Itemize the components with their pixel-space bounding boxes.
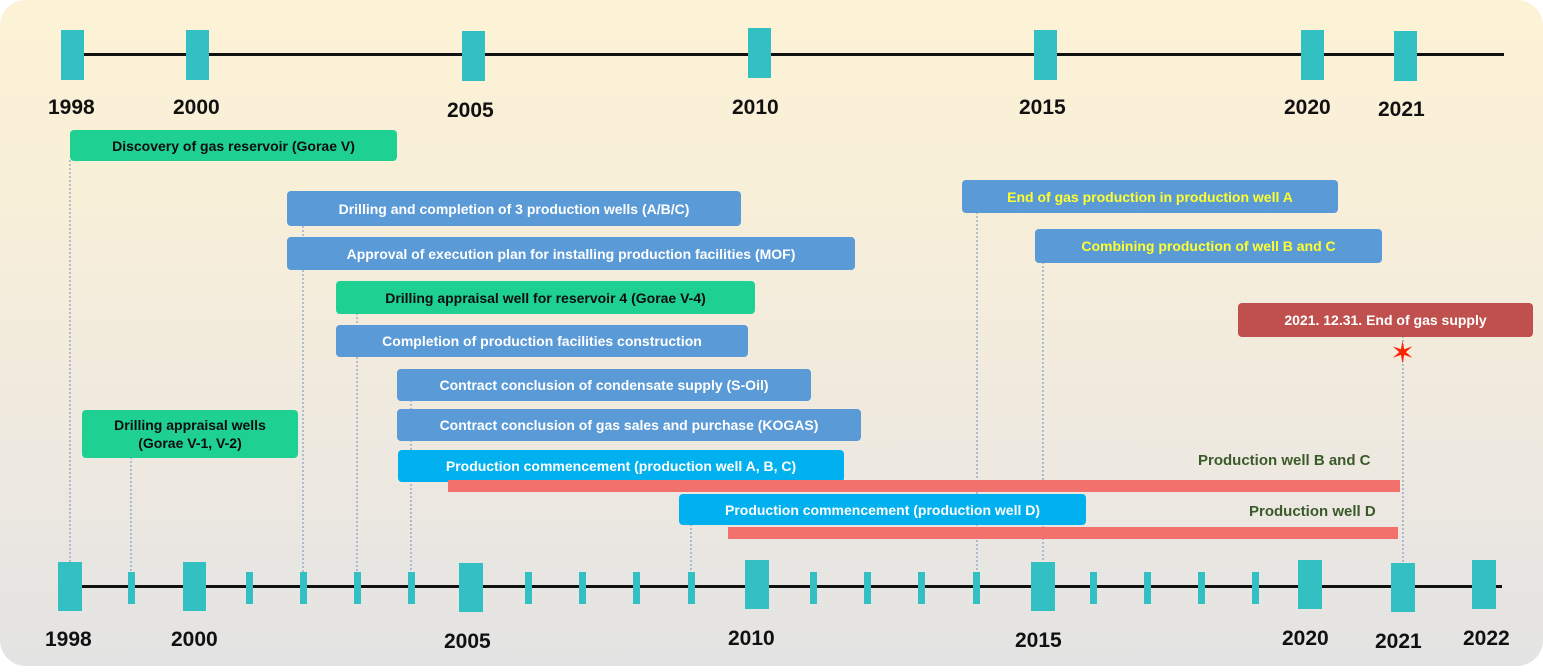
bottom-year-label: 2000 bbox=[171, 628, 218, 651]
bottom-tick-2004 bbox=[408, 572, 415, 604]
bottom-tick-2013 bbox=[918, 572, 925, 604]
bottom-tick-2014 bbox=[973, 572, 980, 604]
bar-production-well-d bbox=[728, 527, 1398, 539]
bottom-marker-2015 bbox=[1031, 562, 1055, 611]
event-drilling-production-wells: Drilling and completion of 3 production … bbox=[287, 191, 741, 226]
event-contract-gas-sales: Contract conclusion of gas sales and pur… bbox=[397, 409, 861, 441]
bottom-tick-2002 bbox=[300, 572, 307, 604]
bottom-tick-2007 bbox=[579, 572, 586, 604]
bottom-year-label: 2005 bbox=[444, 630, 491, 653]
top-year-label: 2005 bbox=[447, 99, 494, 122]
bottom-year-label: 2021 bbox=[1375, 630, 1422, 653]
top-year-label: 2020 bbox=[1284, 96, 1331, 119]
bottom-year-label: 2015 bbox=[1015, 629, 1062, 652]
event-discovery: Discovery of gas reservoir (Gorae V) bbox=[70, 130, 397, 161]
bottom-tick-2008 bbox=[633, 572, 640, 604]
top-marker-2015 bbox=[1034, 30, 1057, 80]
top-marker-2005 bbox=[462, 31, 485, 81]
top-axis bbox=[68, 53, 1504, 56]
bottom-marker-2005 bbox=[459, 563, 483, 612]
bottom-tick-2001 bbox=[246, 572, 253, 604]
bottom-tick-2017 bbox=[1144, 572, 1151, 604]
bottom-tick-2016 bbox=[1090, 572, 1097, 604]
top-year-label: 2000 bbox=[173, 96, 220, 119]
bottom-tick-2006 bbox=[525, 572, 532, 604]
bottom-year-label: 2020 bbox=[1282, 627, 1329, 650]
bottom-axis bbox=[68, 585, 1502, 588]
top-year-label: 2010 bbox=[732, 96, 779, 119]
bottom-tick-2003 bbox=[354, 572, 361, 604]
bottom-tick-2011 bbox=[810, 572, 817, 604]
bar-label-well-d: Production well D bbox=[1249, 503, 1376, 520]
star-icon: ✶ bbox=[1390, 337, 1416, 370]
bottom-tick-2009 bbox=[688, 572, 695, 604]
bottom-marker-2020 bbox=[1298, 560, 1322, 609]
event-appraisal-wells: Drilling appraisal wells (Gorae V-1, V-2… bbox=[82, 410, 298, 458]
top-marker-2000 bbox=[186, 30, 209, 80]
bottom-marker-2022 bbox=[1472, 560, 1496, 609]
event-completion-facilities: Completion of production facilities cons… bbox=[336, 325, 748, 357]
event-appraisal-reservoir4: Drilling appraisal well for reservoir 4 … bbox=[336, 281, 755, 314]
bottom-marker-2000 bbox=[183, 562, 206, 611]
bottom-tick-2012 bbox=[864, 572, 871, 604]
top-year-label: 2015 bbox=[1019, 96, 1066, 119]
bottom-year-label: 2010 bbox=[728, 627, 775, 650]
top-marker-2021 bbox=[1394, 31, 1417, 81]
bottom-year-label: 1998 bbox=[45, 628, 92, 651]
event-end-supply: 2021. 12.31. End of gas supply bbox=[1238, 303, 1533, 337]
bottom-tick-2019 bbox=[1252, 572, 1259, 604]
top-year-label: 1998 bbox=[48, 96, 95, 119]
event-contract-condensate: Contract conclusion of condensate supply… bbox=[397, 369, 811, 401]
top-marker-2010 bbox=[748, 28, 771, 78]
bar-label-well-bc: Production well B and C bbox=[1198, 452, 1371, 469]
bottom-marker-2021 bbox=[1391, 563, 1415, 612]
bottom-marker-2010 bbox=[745, 560, 769, 609]
bottom-tick-2018 bbox=[1198, 572, 1205, 604]
event-combining-bc: Combining production of well B and C bbox=[1035, 229, 1382, 263]
top-marker-2020 bbox=[1301, 30, 1324, 80]
top-year-label: 2021 bbox=[1378, 98, 1425, 121]
bar-production-well-bc bbox=[448, 480, 1400, 492]
event-approval-execution-plan: Approval of execution plan for installin… bbox=[287, 237, 855, 270]
bottom-tick-1999 bbox=[128, 572, 135, 604]
bottom-marker-1998 bbox=[58, 562, 82, 611]
event-appraisal-wells-line2: (Gorae V-1, V-2) bbox=[138, 435, 242, 451]
event-production-d: Production commencement (production well… bbox=[679, 494, 1086, 525]
event-appraisal-wells-line1: Drilling appraisal wells bbox=[114, 417, 266, 433]
event-end-well-a: End of gas production in production well… bbox=[962, 180, 1338, 213]
top-marker-1998 bbox=[61, 30, 84, 80]
bottom-year-label: 2022 bbox=[1463, 627, 1510, 650]
event-production-abc: Production commencement (production well… bbox=[398, 450, 844, 482]
